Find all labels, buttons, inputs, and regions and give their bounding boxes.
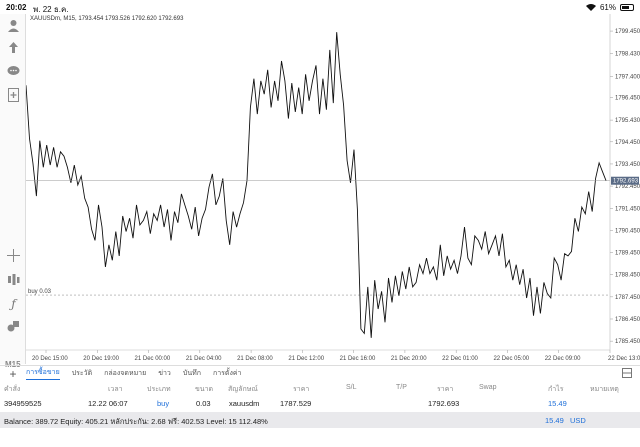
time-tick-label: 21 Dec 00:00 bbox=[135, 356, 171, 362]
status-time: 20:02 bbox=[6, 3, 27, 12]
tab-journal[interactable]: บันทึก bbox=[182, 370, 201, 377]
order-line: buy 0.03 bbox=[26, 289, 610, 296]
col-swap: Swap bbox=[479, 384, 497, 391]
col-current-price: ราคา bbox=[437, 386, 454, 393]
price-series-line bbox=[26, 32, 607, 338]
col-time: เวลา bbox=[108, 386, 123, 393]
price-chart[interactable]: buy 0.03 1799.450 1798.430 1797.400 1796.45… bbox=[26, 14, 640, 362]
order-profit: 15.49 bbox=[548, 399, 567, 408]
price-tick-label: 1791.450 bbox=[615, 206, 640, 212]
price-tick-label: 1789.450 bbox=[615, 251, 640, 257]
price-axis: 1799.450 1798.430 1797.400 1796.450 1795.430… bbox=[609, 14, 640, 350]
trade-icon[interactable] bbox=[6, 40, 21, 55]
time-tick-label: 21 Dec 04:00 bbox=[186, 356, 222, 362]
col-price: ราคา bbox=[293, 386, 310, 393]
status-date: พ. 22 ธ.ค. bbox=[33, 5, 69, 14]
add-icon[interactable]: + bbox=[9, 366, 17, 381]
price-tick-label: 1793.450 bbox=[615, 162, 640, 168]
price-tick-label: 1790.450 bbox=[615, 228, 640, 234]
left-toolbar: ƒ M15 bbox=[0, 14, 26, 369]
time-tick-label: 21 Dec 08:00 bbox=[237, 356, 273, 362]
order-id: 394959525 bbox=[4, 399, 42, 408]
price-tick-label: 1786.450 bbox=[615, 317, 640, 323]
order-size: 0.03 bbox=[196, 399, 211, 408]
col-note: หมายเหตุ bbox=[590, 386, 619, 393]
currency: USD bbox=[570, 416, 586, 425]
time-tick-label: 22 Dec 09:00 bbox=[545, 356, 581, 362]
table-header: คำสั่ง เวลา ประเภท ขนาด สัญลักษณ์ ราคา S… bbox=[0, 382, 640, 395]
tab-news[interactable]: ข่าว bbox=[158, 370, 171, 377]
chart-canvas[interactable]: buy 0.03 1799.450 1798.430 1797.400 1796.45… bbox=[26, 14, 640, 362]
order-line-label: buy 0.03 bbox=[28, 289, 52, 295]
order-symbol: xauusdm bbox=[229, 399, 260, 408]
order-type: buy bbox=[157, 399, 170, 408]
table-row[interactable]: 394959525 12.22 06:07 buy 0.03 xauusdm 1… bbox=[0, 397, 640, 411]
terminal-tabs: + การซื้อขาย ประวัติ กล่องจดหมาย ข่าว บั… bbox=[0, 365, 640, 381]
time-tick-label: 20 Dec 15:00 bbox=[32, 356, 68, 362]
time-tick-label: 21 Dec 20:00 bbox=[391, 356, 427, 362]
status-bar: 20:02 พ. 22 ธ.ค. 61% bbox=[0, 0, 640, 16]
indicators-icon[interactable] bbox=[6, 272, 21, 287]
time-tick-label: 22 Dec 01:00 bbox=[442, 356, 478, 362]
time-tick-label: 20 Dec 19:00 bbox=[83, 356, 119, 362]
tab-history[interactable]: ประวัติ bbox=[71, 370, 93, 377]
current-price-tag-label: 1792.693 bbox=[613, 179, 639, 185]
battery-percent: 61% bbox=[599, 3, 616, 12]
tab-mailbox[interactable]: กล่องจดหมาย bbox=[104, 370, 147, 377]
time-tick-label: 21 Dec 16:00 bbox=[340, 356, 376, 362]
price-tick-label: 1794.450 bbox=[615, 140, 640, 146]
current-price-tag-bg bbox=[611, 176, 639, 185]
timeframe-label[interactable]: M15 bbox=[5, 360, 21, 369]
col-size: ขนาด bbox=[195, 386, 214, 393]
col-order: คำสั่ง bbox=[4, 386, 21, 393]
function-icon[interactable]: ƒ bbox=[11, 296, 16, 311]
total-profit: 15.49 bbox=[545, 416, 564, 425]
price-tick-label: 1787.450 bbox=[615, 295, 640, 301]
objects-icon[interactable] bbox=[6, 319, 21, 334]
price-tick-label: 1798.430 bbox=[615, 52, 640, 58]
chat-icon[interactable] bbox=[6, 64, 21, 79]
current-price-tag: 1792.693 bbox=[611, 176, 639, 185]
order-current-price: 1792.693 bbox=[428, 399, 460, 408]
price-tick-label: 1792.450 bbox=[615, 184, 640, 190]
col-sl: S/L bbox=[346, 384, 357, 391]
price-tick-label: 1797.400 bbox=[615, 74, 640, 80]
time-tick-label: 22 Dec 05:00 bbox=[493, 356, 529, 362]
price-tick-label: 1799.450 bbox=[615, 29, 640, 35]
time-tick-label: 21 Dec 12:00 bbox=[288, 356, 324, 362]
battery-icon bbox=[620, 4, 634, 11]
crosshair-icon[interactable] bbox=[6, 248, 21, 263]
time-tick-label: 22 Dec 13:00 bbox=[608, 356, 640, 362]
price-tick-label: 1785.450 bbox=[615, 339, 640, 345]
layout-icon[interactable] bbox=[622, 368, 632, 380]
balance-text: Balance: 389.72 Equity: 405.21 หลักประกั… bbox=[4, 417, 268, 426]
price-tick-label: 1795.430 bbox=[615, 118, 640, 124]
order-time: 12.22 06:07 bbox=[88, 399, 128, 408]
price-tick-label: 1796.450 bbox=[615, 96, 640, 102]
tab-settings[interactable]: การตั้งค่า bbox=[212, 370, 242, 377]
time-axis: 20 Dec 15:00 20 Dec 19:00 21 Dec 00:00 21 D… bbox=[26, 349, 640, 362]
account-icon[interactable] bbox=[6, 18, 21, 33]
add-chart-icon[interactable] bbox=[6, 87, 21, 102]
chart-header: XAUUSDm, M15, 1793.454 1793.526 1792.620… bbox=[30, 16, 184, 22]
price-tick-label: 1788.450 bbox=[615, 273, 640, 279]
order-open-price: 1787.529 bbox=[280, 399, 312, 408]
col-tp: T/P bbox=[396, 384, 407, 391]
col-type: ประเภท bbox=[147, 386, 171, 393]
col-symbol: สัญลักษณ์ bbox=[228, 386, 258, 393]
tab-trade[interactable]: การซื้อขาย bbox=[26, 367, 60, 380]
balance-bar: Balance: 389.72 Equity: 405.21 หลักประกั… bbox=[0, 412, 640, 428]
col-profit: กำไร bbox=[548, 386, 564, 393]
wifi-icon bbox=[585, 4, 596, 11]
